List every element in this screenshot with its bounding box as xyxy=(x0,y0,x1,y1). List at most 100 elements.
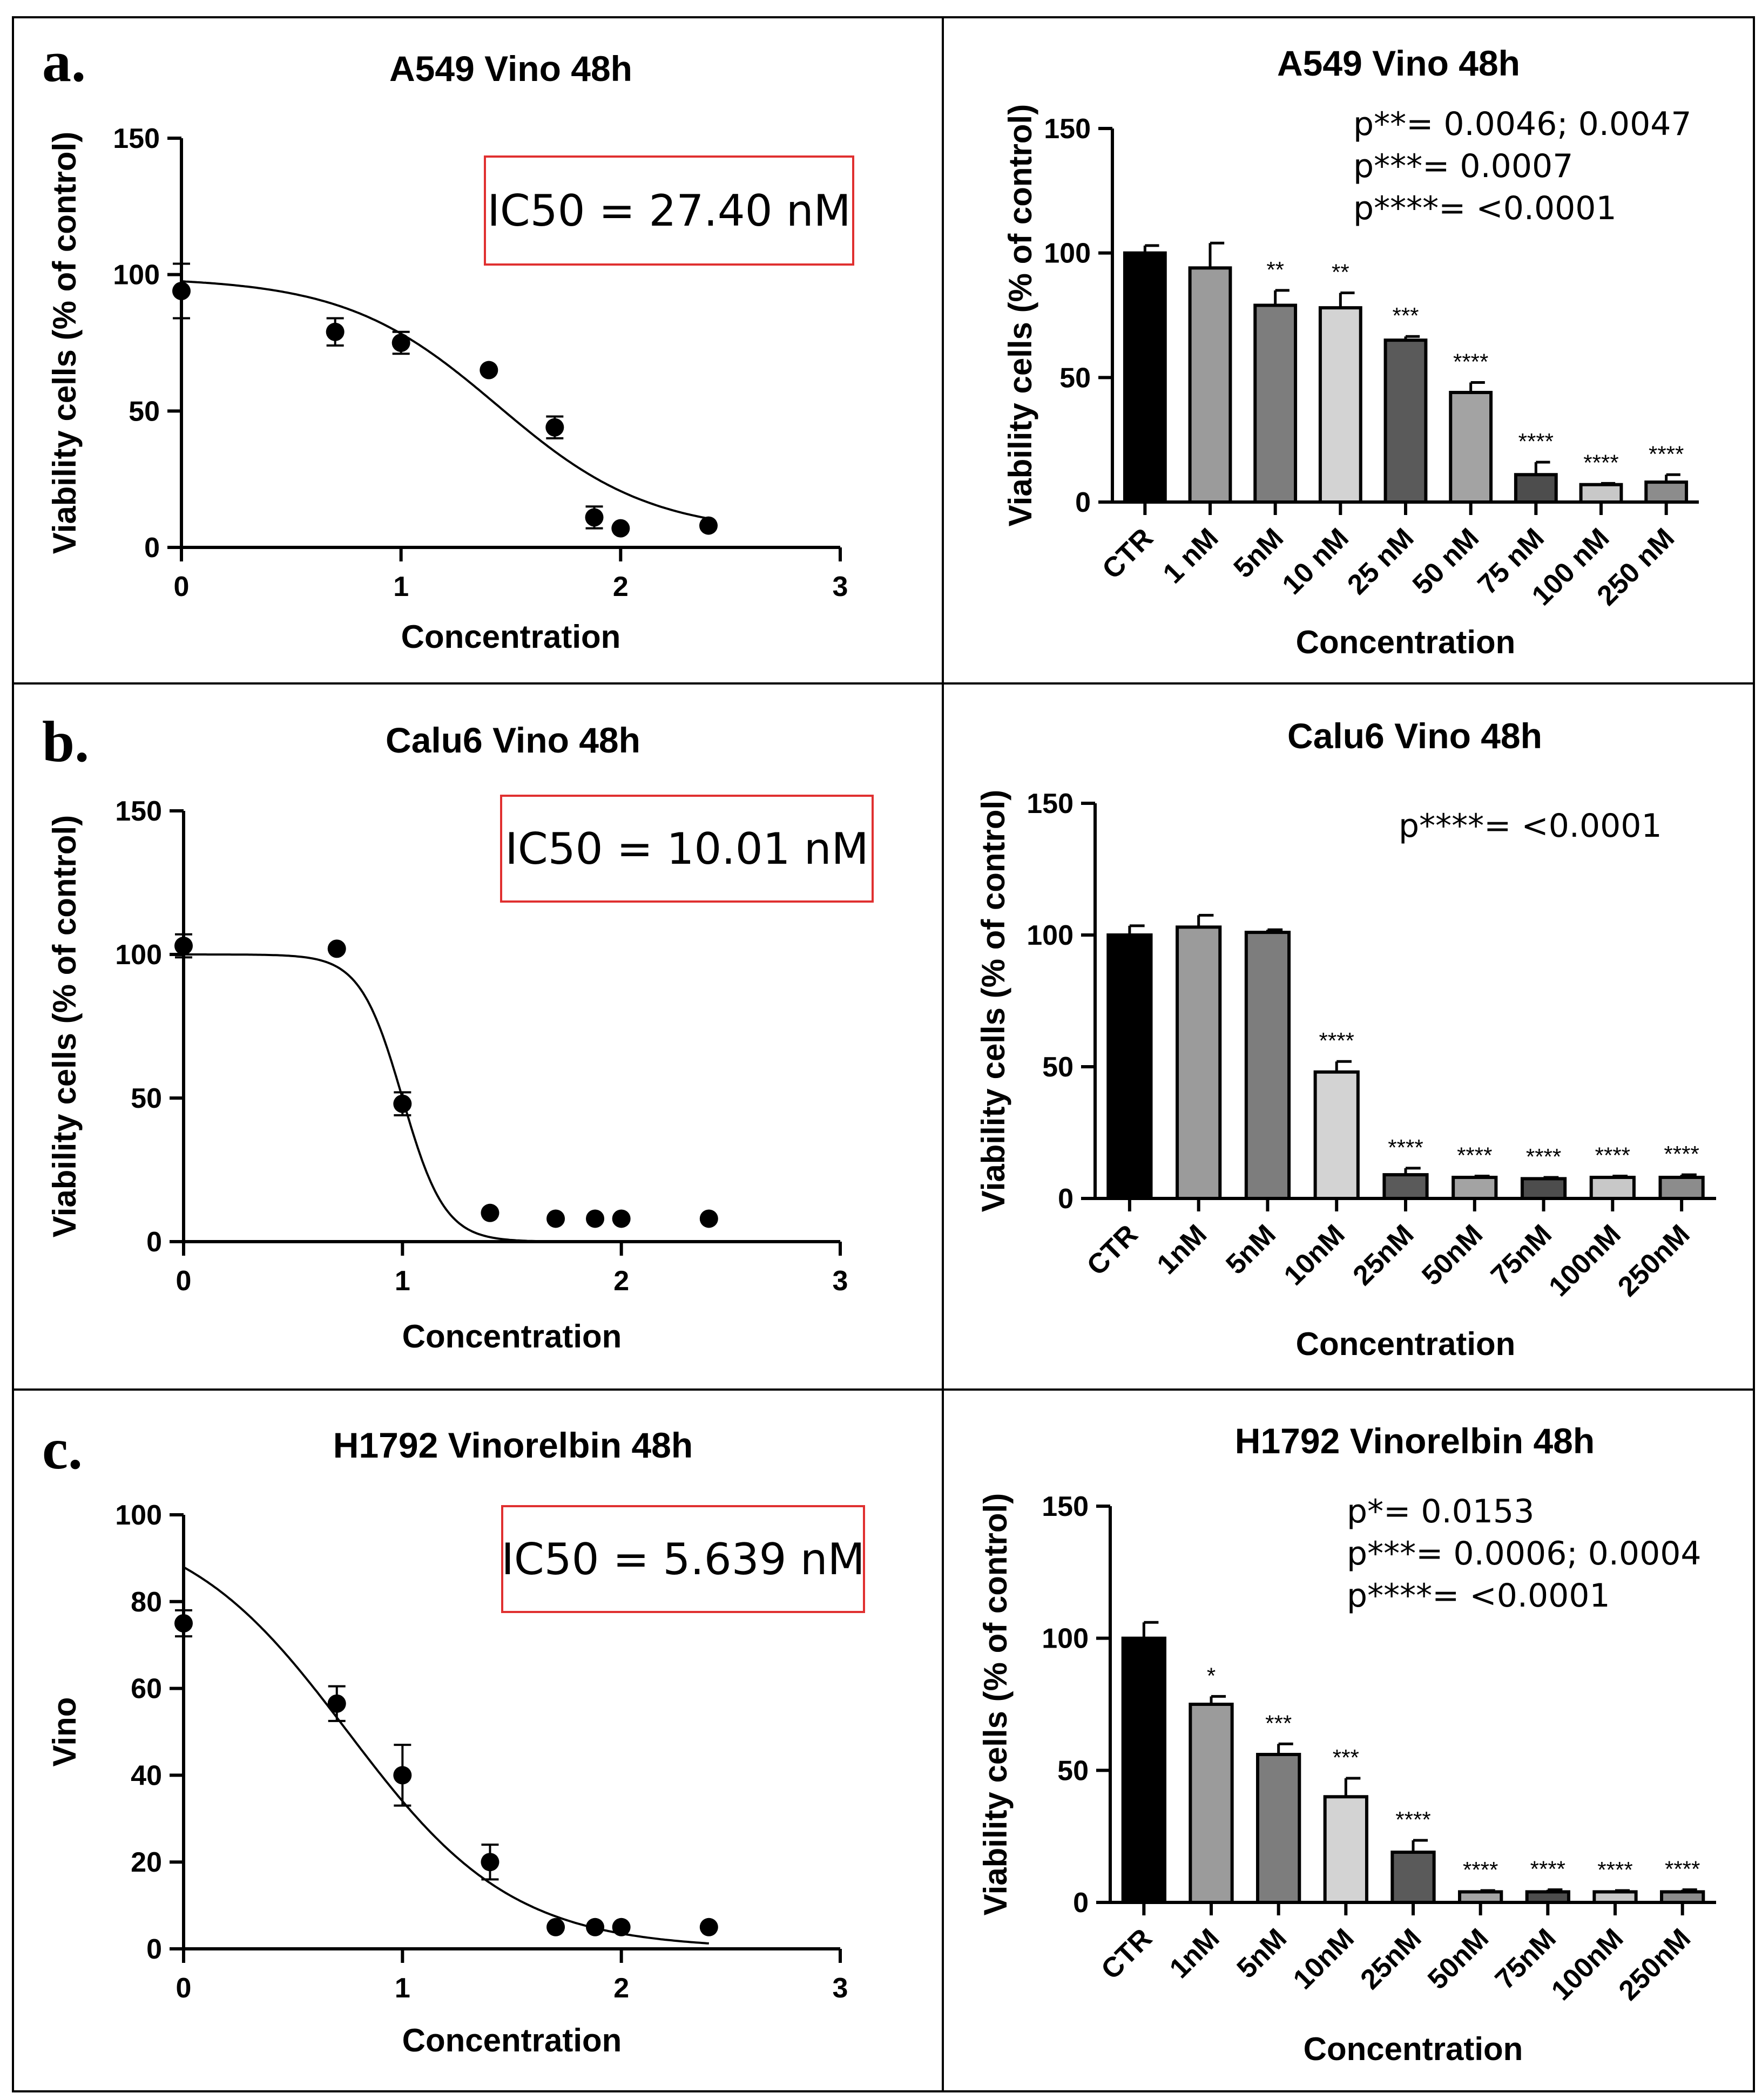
error-bar xyxy=(1277,1742,1293,1754)
bar-1nm xyxy=(1189,1703,1234,1904)
y-tick-label: 0 xyxy=(1075,487,1091,518)
data-point xyxy=(327,939,346,958)
error-bar xyxy=(1209,241,1225,268)
bar-ctr xyxy=(1121,1636,1166,1905)
significance-stars: *** xyxy=(1265,1710,1292,1736)
figure-grid-frame xyxy=(12,16,1755,2092)
panel-letter: b. xyxy=(42,710,89,774)
bar-5nm xyxy=(1256,1752,1301,1905)
significance-stars: ** xyxy=(1332,259,1349,284)
y-tick-label: 50 xyxy=(1042,1052,1074,1083)
y-tick-label: 100 xyxy=(1027,920,1074,951)
data-point xyxy=(699,1209,718,1228)
significance-stars: **** xyxy=(1665,1857,1700,1882)
chart-title: H1792 Vinorelbin 48h xyxy=(333,1425,693,1465)
data-point xyxy=(699,1918,718,1936)
bar-10nm xyxy=(1313,1070,1360,1201)
ic50-label: IC50 = 5.639 nM xyxy=(501,1534,865,1584)
bar-75nm xyxy=(1514,473,1558,504)
y-tick-label: 150 xyxy=(1044,113,1091,145)
y-tick-label: 40 xyxy=(131,1760,162,1791)
bar-ctr xyxy=(1106,933,1153,1200)
y-tick-label: 50 xyxy=(129,396,160,427)
data-point xyxy=(327,1694,346,1713)
data-point xyxy=(174,1614,193,1632)
bar-1nm xyxy=(1176,925,1222,1200)
x-axis-label: Concentration xyxy=(1296,1326,1516,1362)
x-tick-label: 1 xyxy=(393,571,409,602)
bar-100nm xyxy=(1592,1890,1638,1905)
ic50-box xyxy=(500,795,874,903)
error-bar xyxy=(1274,289,1290,306)
significance-stars: **** xyxy=(1463,1857,1498,1882)
p-value-note: p****= <0.0001 xyxy=(1347,1577,1610,1615)
x-tick-label: 3 xyxy=(833,1265,848,1297)
error-bar xyxy=(1142,1621,1159,1638)
y-tick-label: 0 xyxy=(146,1934,162,1965)
chart-title: A549 Vino 48h xyxy=(1277,43,1520,83)
y-tick-label: 100 xyxy=(115,1500,162,1531)
chart-title: H1792 Vinorelbin 48h xyxy=(1235,1421,1595,1461)
bar-250nm xyxy=(1644,480,1689,504)
error-bar xyxy=(1469,381,1485,393)
chart-c-dose: H1792 Vinorelbin 48hc.020406080100VinoCo… xyxy=(42,1417,865,2058)
error-bar xyxy=(1197,913,1214,927)
y-tick-label: 50 xyxy=(131,1083,162,1114)
data-point xyxy=(585,508,604,527)
y-axis-label: Viability cells (% of control) xyxy=(975,790,1011,1212)
data-point xyxy=(481,1203,499,1222)
fit-curve xyxy=(184,953,709,1243)
error-bar xyxy=(1344,1777,1361,1797)
ic50-label: IC50 = 10.01 nM xyxy=(505,824,868,874)
p-value-note: p****= <0.0001 xyxy=(1399,807,1662,845)
significance-stars: **** xyxy=(1388,1135,1423,1160)
y-tick-label: 0 xyxy=(1073,1887,1089,1919)
y-axis-label: Viability cells (% of control) xyxy=(46,132,83,554)
significance-stars: **** xyxy=(1583,450,1618,475)
data-point xyxy=(612,1209,631,1228)
significance-stars: **** xyxy=(1518,429,1554,454)
x-tick-label: 0 xyxy=(174,571,190,602)
bar-5nm xyxy=(1244,931,1291,1200)
data-point xyxy=(586,1209,605,1228)
bar-250nm xyxy=(1658,1175,1705,1200)
x-axis-label: Concentration xyxy=(402,2022,622,2058)
bar-1nm xyxy=(1188,266,1232,504)
x-tick-label: 1 xyxy=(395,1265,410,1297)
bar-100nm xyxy=(1579,483,1623,504)
p-value-note: p***= 0.0007 xyxy=(1353,147,1573,185)
bar-ctr xyxy=(1123,251,1167,504)
p-value-note: p****= <0.0001 xyxy=(1353,189,1617,227)
significance-stars: *** xyxy=(1333,1745,1359,1770)
data-point xyxy=(326,322,345,341)
data-point xyxy=(174,937,193,956)
y-tick-label: 150 xyxy=(115,796,162,827)
fit-curve xyxy=(181,280,709,520)
x-tick-label: 3 xyxy=(833,1973,848,2004)
error-bar xyxy=(1335,1060,1352,1072)
data-point xyxy=(546,1209,565,1228)
data-point xyxy=(393,1766,412,1785)
significance-stars: ** xyxy=(1266,257,1284,282)
y-tick-label: 100 xyxy=(1042,1623,1089,1655)
x-tick-label: 0 xyxy=(176,1265,192,1297)
bar-250nm xyxy=(1660,1890,1705,1905)
bar-100nm xyxy=(1589,1175,1636,1200)
data-point xyxy=(391,334,410,352)
p-value-note: p*= 0.0153 xyxy=(1347,1493,1534,1530)
x-tick-label: 2 xyxy=(613,1265,629,1297)
x-tick-label: 0 xyxy=(176,1973,192,2004)
y-tick-label: 50 xyxy=(1059,362,1091,394)
data-point xyxy=(586,1918,605,1936)
bar-25nm xyxy=(1383,338,1428,504)
x-axis-label: Concentration xyxy=(402,1318,622,1354)
significance-stars: *** xyxy=(1392,303,1419,328)
y-tick-label: 100 xyxy=(1044,238,1091,269)
data-point xyxy=(546,1918,565,1936)
significance-stars: **** xyxy=(1395,1807,1430,1832)
significance-stars: **** xyxy=(1649,441,1684,466)
p-value-note: p***= 0.0006; 0.0004 xyxy=(1347,1535,1702,1573)
y-tick-label: 100 xyxy=(113,260,160,291)
y-tick-label: 0 xyxy=(146,1227,162,1258)
